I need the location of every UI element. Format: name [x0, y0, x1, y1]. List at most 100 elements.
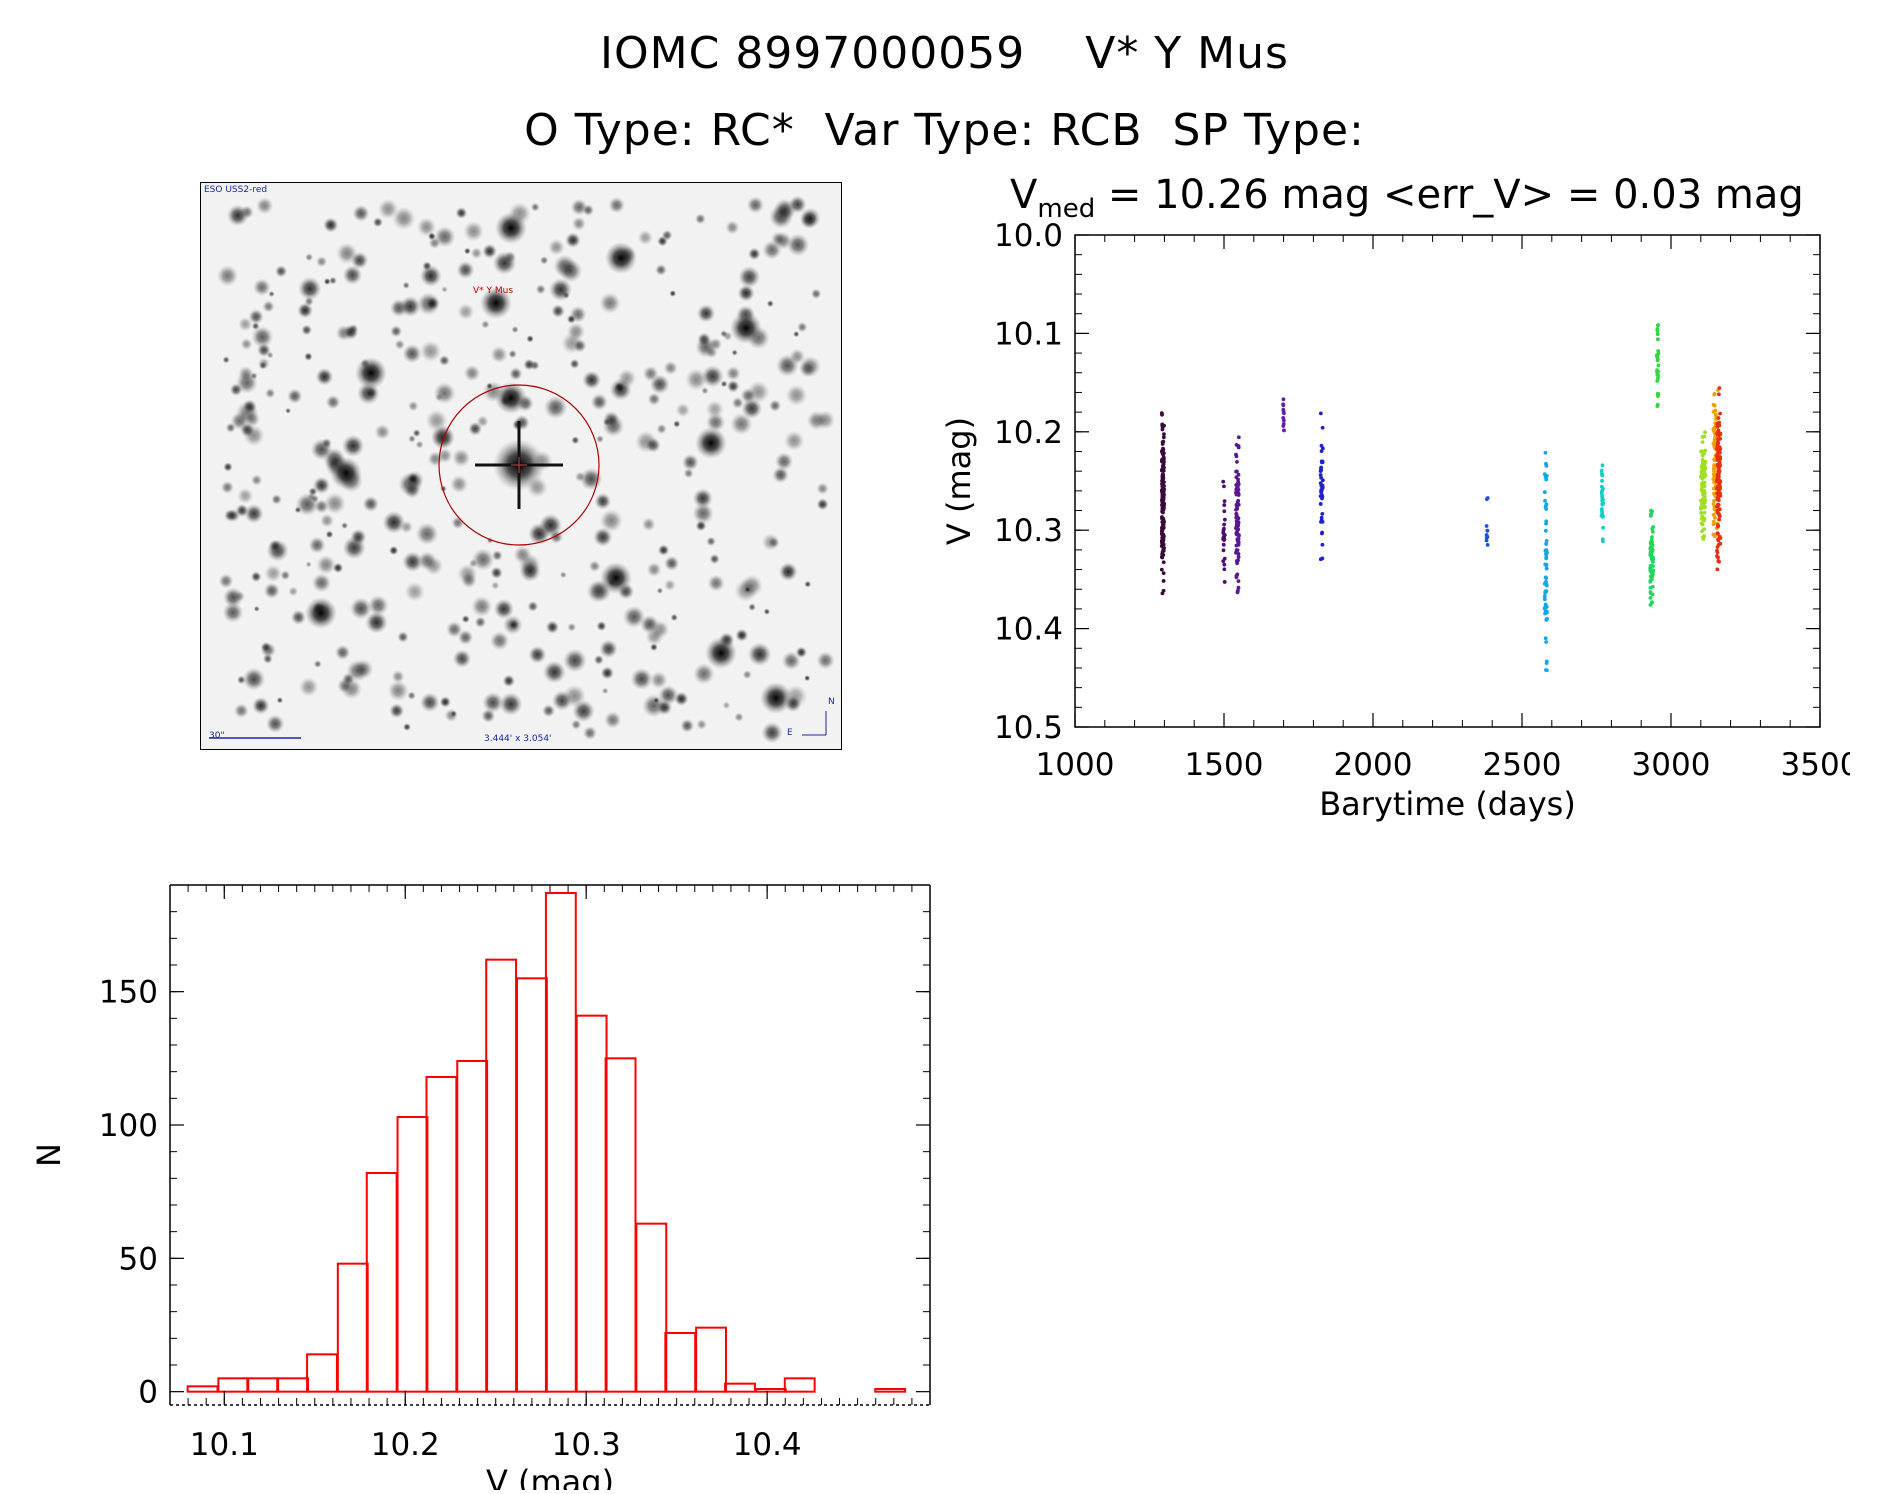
field-star — [341, 672, 355, 686]
field-star — [372, 217, 383, 228]
data-point — [1282, 428, 1286, 433]
field-star — [255, 196, 274, 215]
field-star — [803, 674, 811, 682]
data-point — [1281, 409, 1286, 414]
field-star — [701, 387, 709, 395]
data-point — [1655, 378, 1660, 383]
data-point — [1320, 425, 1325, 430]
data-point — [1716, 437, 1720, 441]
field-star — [815, 410, 836, 430]
data-point — [1544, 548, 1549, 553]
data-point — [1221, 542, 1226, 547]
y-tick-label: 50 — [119, 1241, 158, 1277]
data-point — [1718, 411, 1722, 416]
data-point — [1656, 373, 1660, 378]
plot-subtitle: O Type: RC* Var Type: RCB SP Type: — [524, 105, 1365, 156]
field-star — [229, 383, 243, 397]
field-star — [419, 340, 442, 363]
data-point — [1484, 524, 1489, 528]
data-point — [1703, 448, 1708, 453]
field-star — [304, 296, 314, 307]
data-point — [1320, 556, 1325, 561]
field-star — [640, 614, 660, 634]
field-star — [242, 667, 266, 691]
field-star — [493, 598, 515, 620]
data-point — [1718, 493, 1722, 497]
bright-star — [605, 242, 637, 274]
field-star — [343, 324, 359, 340]
field-star — [290, 609, 307, 625]
data-point — [1715, 531, 1720, 536]
data-point — [1650, 535, 1654, 540]
data-point — [1161, 456, 1166, 461]
data-point — [1649, 512, 1654, 516]
data-point — [1234, 573, 1239, 578]
data-point — [1543, 450, 1548, 455]
data-point — [1655, 337, 1660, 342]
data-point — [1318, 481, 1323, 486]
field-star — [350, 528, 367, 546]
data-point — [1484, 538, 1489, 543]
data-point — [1702, 510, 1707, 515]
field-star — [558, 259, 583, 283]
field-star — [298, 276, 322, 301]
data-point — [1715, 440, 1720, 445]
field-star — [530, 202, 540, 212]
data-point — [1651, 559, 1655, 564]
data-point — [1234, 469, 1239, 474]
y-tick-label: 0 — [138, 1375, 158, 1411]
data-point — [1235, 504, 1239, 509]
field-star — [268, 290, 275, 298]
data-point — [1485, 528, 1490, 533]
histogram-bar — [664, 1332, 697, 1393]
field-star — [695, 520, 707, 532]
field-star — [305, 561, 312, 568]
data-point — [1281, 422, 1286, 426]
field-star — [502, 674, 516, 688]
vmed-subscript: med — [1037, 194, 1096, 224]
field-star — [810, 288, 822, 300]
field-star — [641, 517, 656, 532]
field-star — [630, 667, 653, 691]
field-star — [321, 437, 332, 449]
field-star — [709, 553, 720, 565]
data-point — [1699, 521, 1704, 526]
field-star — [444, 708, 459, 723]
data-point — [1655, 392, 1660, 396]
field-star — [781, 651, 801, 671]
field-star — [419, 692, 440, 713]
field-star — [593, 527, 613, 547]
field-star — [402, 343, 422, 364]
light-curve-xlabel: Barytime (days) — [1319, 785, 1576, 823]
histogram-bar — [695, 1326, 727, 1393]
histogram-bar — [456, 1060, 489, 1393]
field-star — [738, 266, 761, 289]
data-point — [1320, 511, 1325, 516]
field-star — [748, 247, 761, 261]
field-star — [526, 334, 534, 343]
x-tick-label: 10.4 — [733, 1427, 802, 1463]
histogram-bar — [515, 977, 548, 1393]
vmed-symbol: V — [1010, 172, 1038, 218]
data-point — [1236, 527, 1241, 532]
field-star — [237, 487, 254, 504]
field-star — [492, 251, 517, 275]
data-point — [1235, 561, 1240, 566]
field-star — [656, 699, 673, 716]
data-point — [1543, 589, 1548, 594]
data-point — [1718, 450, 1722, 455]
field-star — [233, 703, 249, 719]
field-star — [574, 471, 586, 483]
data-point — [1649, 509, 1654, 513]
field-star — [244, 411, 261, 428]
field-star — [599, 639, 618, 659]
data-point — [1320, 542, 1325, 547]
field-star — [761, 533, 780, 552]
field-star — [761, 721, 783, 744]
field-star — [707, 574, 725, 592]
data-point — [1222, 517, 1227, 522]
field-star — [308, 536, 326, 554]
data-point — [1160, 509, 1165, 514]
data-point — [1716, 542, 1721, 547]
field-star — [264, 564, 283, 583]
